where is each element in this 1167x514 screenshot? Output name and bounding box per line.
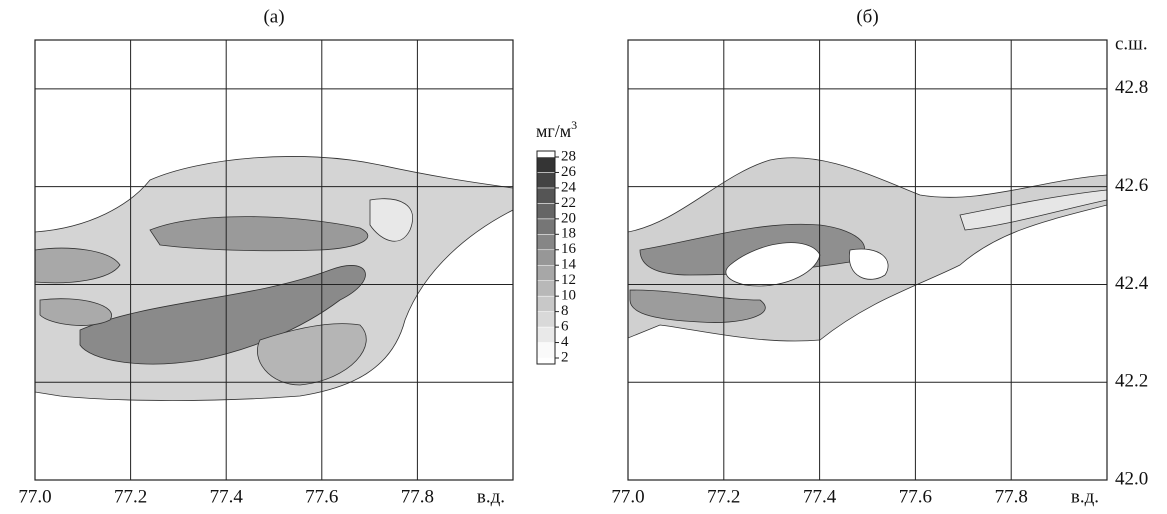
colorbar-bin bbox=[536, 172, 556, 189]
x-tick-label: 77.2 bbox=[114, 486, 147, 507]
colorbar-tick-label: 8 bbox=[561, 303, 569, 319]
colorbar-tick-label: 6 bbox=[561, 319, 569, 335]
colorbar-tick-label: 14 bbox=[561, 257, 577, 273]
colorbar-unit: мг/м bbox=[536, 121, 571, 141]
y-axis-label: с.ш. bbox=[1115, 33, 1148, 54]
colorbar-bin bbox=[536, 249, 556, 266]
colorbar-bin bbox=[536, 156, 556, 173]
plot-frame bbox=[34, 39, 514, 481]
colorbar-bin bbox=[536, 264, 556, 281]
plot-frame bbox=[627, 39, 1108, 481]
field-a bbox=[35, 156, 513, 401]
y-tick-label: 42.2 bbox=[1115, 371, 1148, 392]
x-axis-label: в.д. bbox=[477, 486, 505, 507]
colorbar-tick-label: 24 bbox=[561, 179, 577, 195]
x-axis-label: в.д. bbox=[1071, 486, 1099, 507]
colorbar-bin bbox=[536, 234, 556, 251]
colorbar-bin bbox=[536, 203, 556, 220]
x-tick-label: 77.6 bbox=[899, 486, 932, 507]
colorbar-bin bbox=[536, 295, 556, 312]
colorbar-tick-label: 20 bbox=[561, 210, 576, 226]
colorbar-tick-label: 2 bbox=[561, 349, 569, 365]
colorbar-label: мг/м3 bbox=[536, 118, 577, 141]
colorbar-unit-sup: 3 bbox=[571, 118, 577, 132]
panel-title: (а) bbox=[263, 6, 284, 27]
colorbar-bin bbox=[536, 326, 556, 343]
y-tick-label: 42.0 bbox=[1115, 468, 1148, 489]
colorbar-tick-label: 10 bbox=[561, 288, 576, 304]
colorbar-bin bbox=[536, 311, 556, 328]
y-tick-label: 42.8 bbox=[1115, 77, 1148, 98]
x-tick-label: 77.8 bbox=[995, 486, 1028, 507]
colorbar-bin bbox=[536, 280, 556, 297]
x-tick-label: 77.4 bbox=[210, 486, 244, 507]
colorbar-tick-label: 4 bbox=[561, 334, 569, 350]
x-tick-label: 77.0 bbox=[18, 486, 51, 507]
colorbar-bin bbox=[536, 187, 556, 204]
y-tick-label: 42.6 bbox=[1115, 175, 1148, 196]
panel-title: (б) bbox=[856, 6, 878, 27]
colorbar-tick-label: 28 bbox=[561, 148, 576, 164]
colorbar-tick-label: 26 bbox=[561, 164, 577, 180]
colorbar-frame bbox=[536, 150, 556, 365]
colorbar-tick-label: 22 bbox=[561, 195, 576, 211]
colorbar-tick-label: 12 bbox=[561, 272, 576, 288]
colorbar-tick-label: 18 bbox=[561, 226, 576, 242]
x-tick-label: 77.0 bbox=[611, 486, 644, 507]
x-tick-label: 77.6 bbox=[305, 486, 338, 507]
field-b bbox=[628, 157, 1107, 342]
x-tick-label: 77.4 bbox=[803, 486, 837, 507]
x-tick-label: 77.8 bbox=[401, 486, 434, 507]
colorbar-tick-label: 16 bbox=[561, 241, 577, 257]
colorbar-bin bbox=[536, 342, 556, 359]
y-tick-label: 42.4 bbox=[1115, 273, 1149, 294]
colorbar-bin bbox=[536, 218, 556, 235]
x-tick-label: 77.2 bbox=[707, 486, 740, 507]
